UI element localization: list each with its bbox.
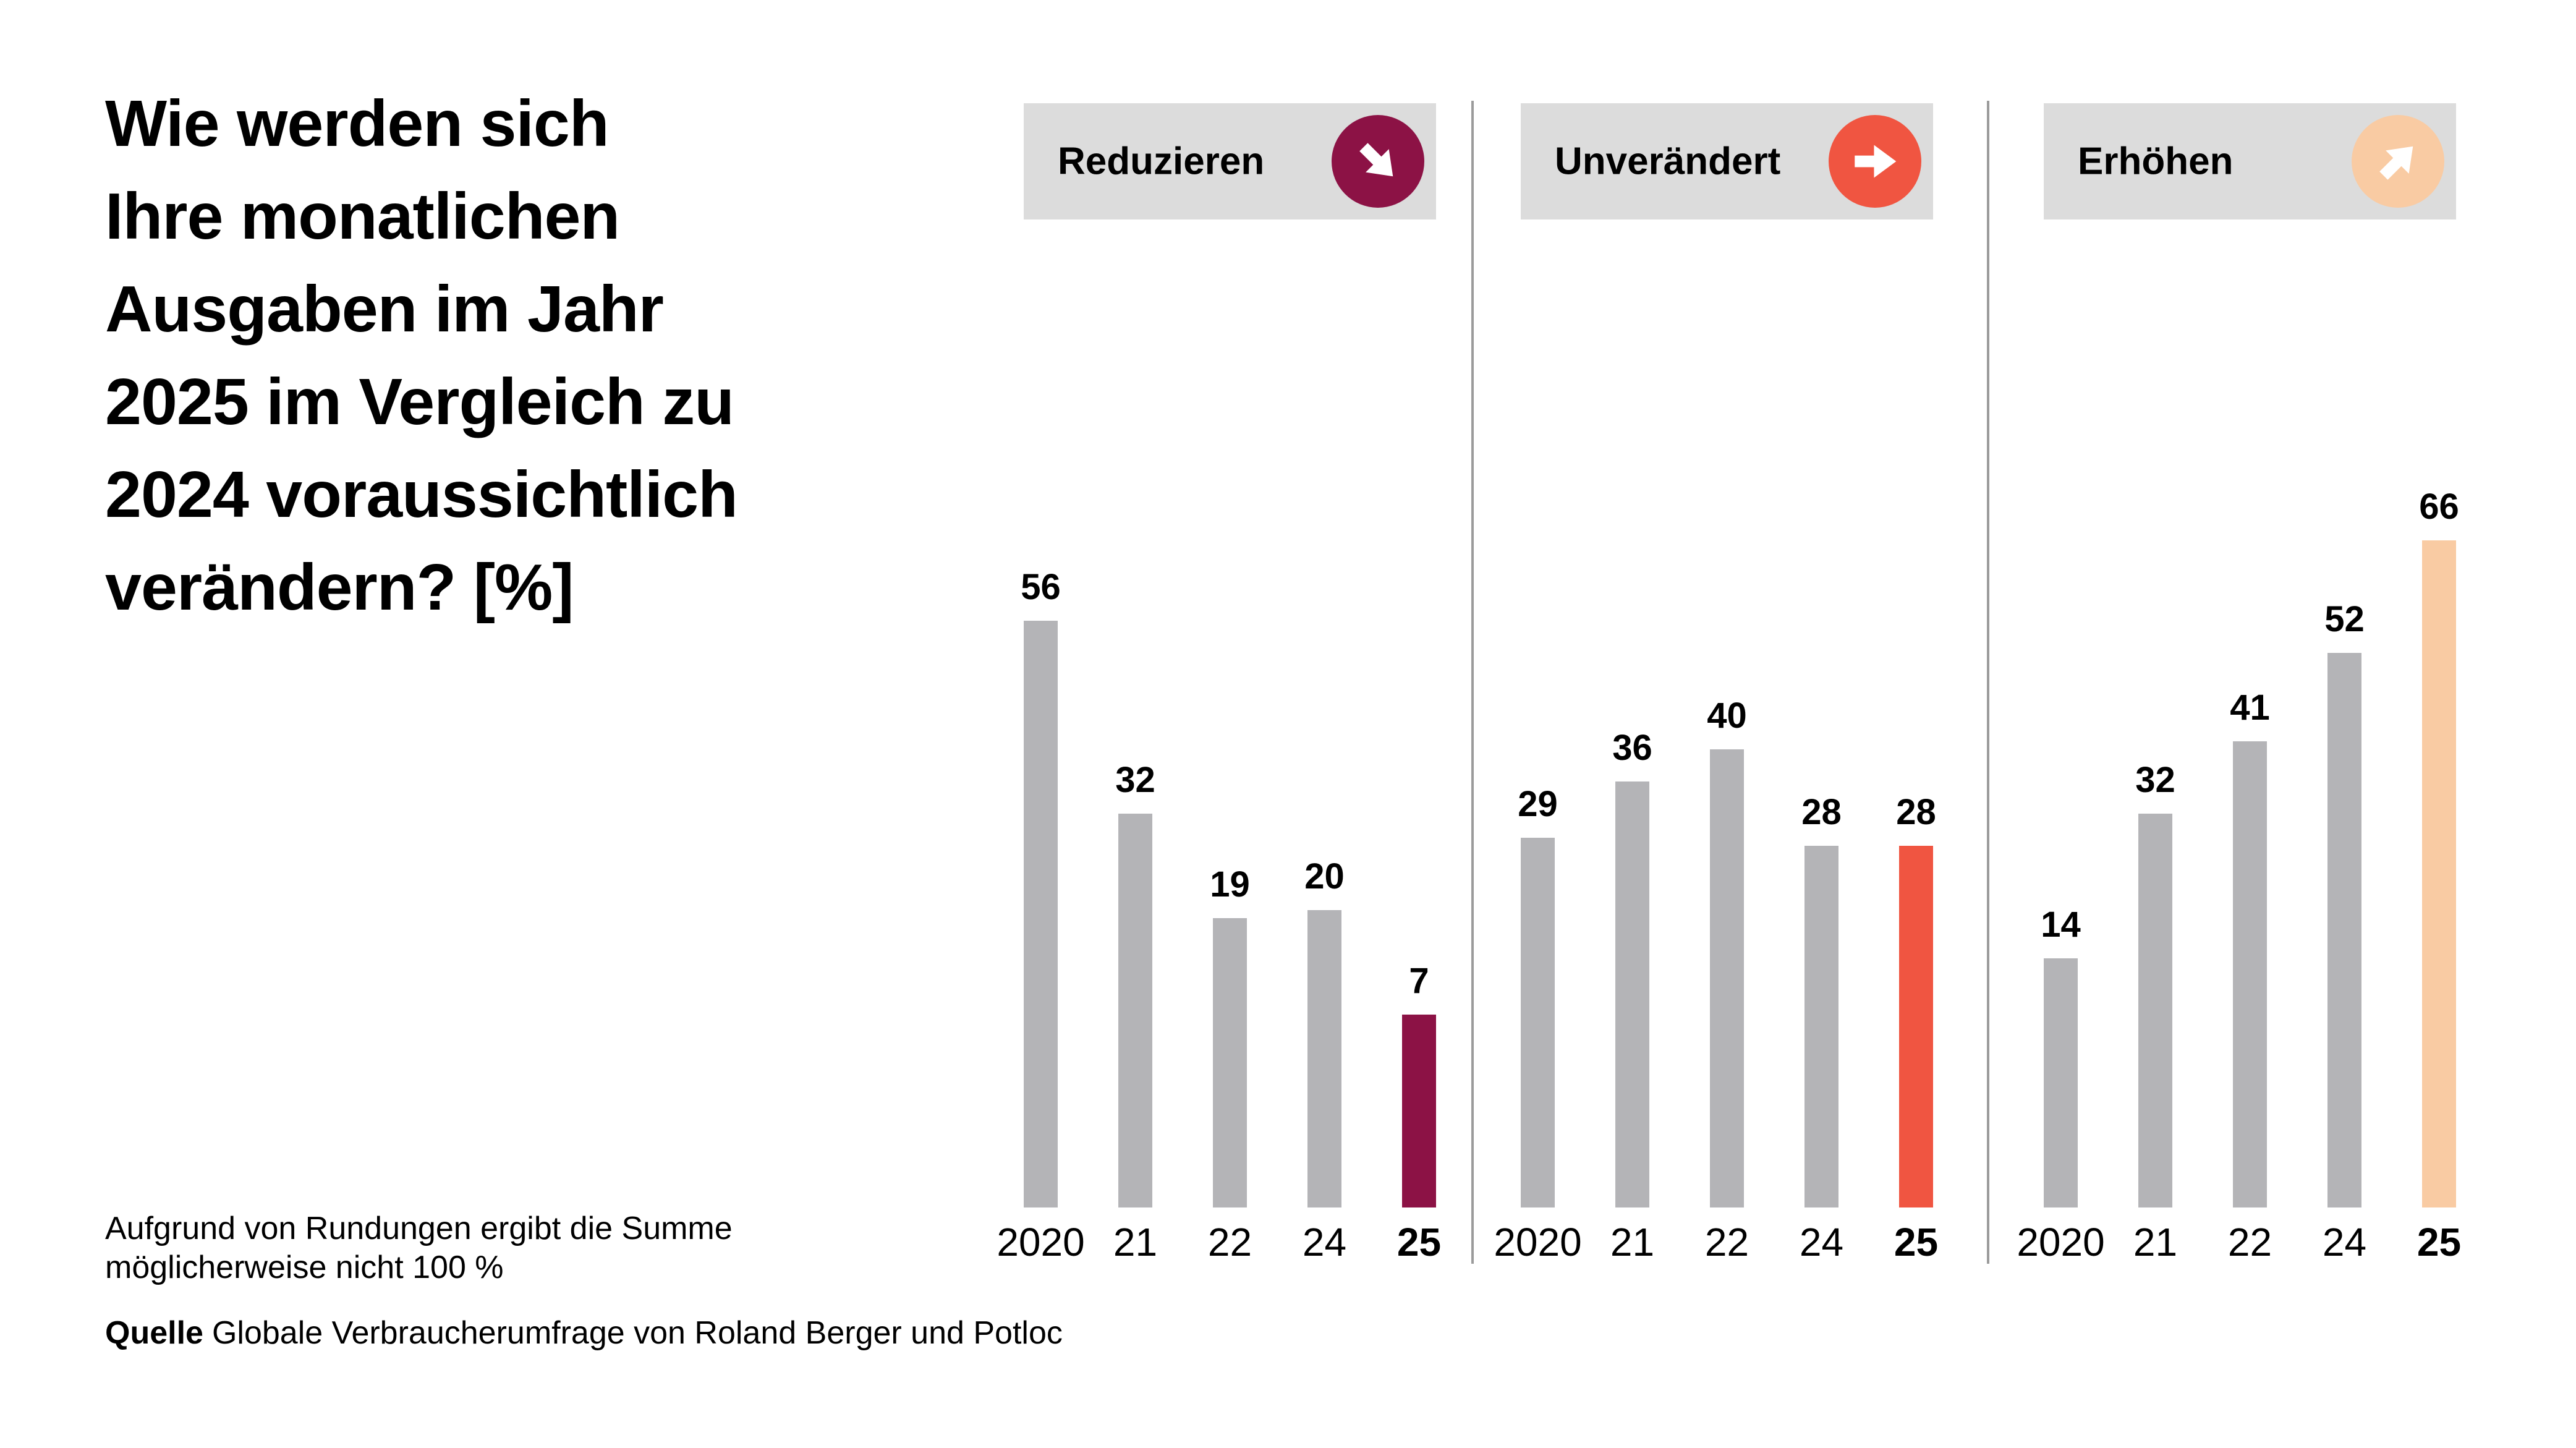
year-axis-label: 22 xyxy=(1207,1220,1252,1264)
source-text: Globale Verbraucherumfrage von Roland Be… xyxy=(211,1315,1063,1351)
panel-header-icon-circle xyxy=(1829,115,1921,208)
bar-value-label: 20 xyxy=(1304,856,1345,896)
panel-divider xyxy=(1471,101,1474,1264)
bar-erhoehen-25 xyxy=(2422,540,2456,1207)
panel-header-label: Erhöhen xyxy=(2078,140,2234,183)
bar-value-label: 36 xyxy=(1612,728,1652,768)
bar-erhoehen-24 xyxy=(2327,653,2361,1207)
year-axis-label: 21 xyxy=(1113,1220,1158,1264)
year-axis-label: 2020 xyxy=(1494,1220,1582,1264)
bar-reduzieren-22 xyxy=(1213,918,1247,1207)
year-axis-label: 21 xyxy=(2133,1220,2178,1264)
bar-unveraendert-25 xyxy=(1899,846,1933,1207)
bar-erhoehen-22 xyxy=(2233,741,2267,1207)
bar-value-label: 41 xyxy=(2230,688,2270,728)
year-axis-label: 24 xyxy=(1799,1220,1844,1264)
year-axis-label: 25 xyxy=(1894,1220,1939,1264)
year-axis-label: 21 xyxy=(1610,1220,1655,1264)
bar-unveraendert-2020 xyxy=(1521,838,1555,1207)
panel-header-chip: Unverändert xyxy=(1521,103,1933,219)
bar-value-label: 28 xyxy=(1801,792,1842,832)
year-axis-label: 2020 xyxy=(2017,1220,2105,1264)
panel-header-icon-circle xyxy=(2352,115,2444,208)
arrow-right-icon xyxy=(1855,145,1897,178)
panel-divider xyxy=(1987,101,1989,1264)
source-line: Quelle Globale Verbraucherumfrage von Rol… xyxy=(105,1314,1063,1352)
bar-reduzieren-2020 xyxy=(1024,621,1058,1207)
year-axis-label: 2020 xyxy=(997,1220,1085,1264)
bar-value-label: 66 xyxy=(2419,487,2459,527)
panel-header-label: Reduzieren xyxy=(1058,140,1265,183)
year-axis-label: 24 xyxy=(1302,1220,1347,1264)
bar-value-label: 32 xyxy=(2135,760,2175,800)
year-axis-label: 24 xyxy=(2322,1220,2367,1264)
page-title: Wie werden sich Ihre monatlichen Ausgabe… xyxy=(105,87,738,624)
arrow-down-right-icon xyxy=(1359,143,1393,177)
panel-header-chip: Erhöhen xyxy=(2044,103,2456,219)
arrow-up-right-icon xyxy=(2379,146,2413,180)
panel-header-chip: Reduzieren xyxy=(1024,103,1436,219)
panel-header-icon-circle xyxy=(1332,115,1424,208)
rounding-footnote: Aufgrund von Rundungen ergibt die Summe … xyxy=(105,1211,733,1285)
bar-erhoehen-2020 xyxy=(2044,958,2078,1207)
bar-unveraendert-22 xyxy=(1710,749,1744,1207)
year-axis-label: 22 xyxy=(1704,1220,1749,1264)
source-label: Quelle xyxy=(105,1315,203,1351)
bar-value-label: 29 xyxy=(1518,784,1558,824)
bar-unveraendert-24 xyxy=(1804,846,1838,1207)
bar-reduzieren-21 xyxy=(1118,814,1152,1207)
bar-reduzieren-24 xyxy=(1307,910,1341,1207)
year-axis-label: 22 xyxy=(2227,1220,2272,1264)
bar-value-label: 40 xyxy=(1707,696,1747,736)
bar-value-label: 52 xyxy=(2324,599,2365,639)
bar-value-label: 32 xyxy=(1115,760,1155,800)
bar-reduzieren-25 xyxy=(1402,1015,1436,1207)
year-axis-label: 25 xyxy=(2417,1220,2462,1264)
bar-value-label: 28 xyxy=(1896,792,1936,832)
bar-unveraendert-21 xyxy=(1615,781,1649,1207)
bar-value-label: 19 xyxy=(1210,864,1250,905)
bar-erhoehen-21 xyxy=(2138,814,2172,1207)
bar-value-label: 7 xyxy=(1409,961,1429,1001)
panel-header-label: Unverändert xyxy=(1555,140,1781,183)
bar-value-label: 56 xyxy=(1021,567,1061,607)
bar-value-label: 14 xyxy=(2041,905,2081,945)
year-axis-label: 25 xyxy=(1396,1220,1442,1264)
